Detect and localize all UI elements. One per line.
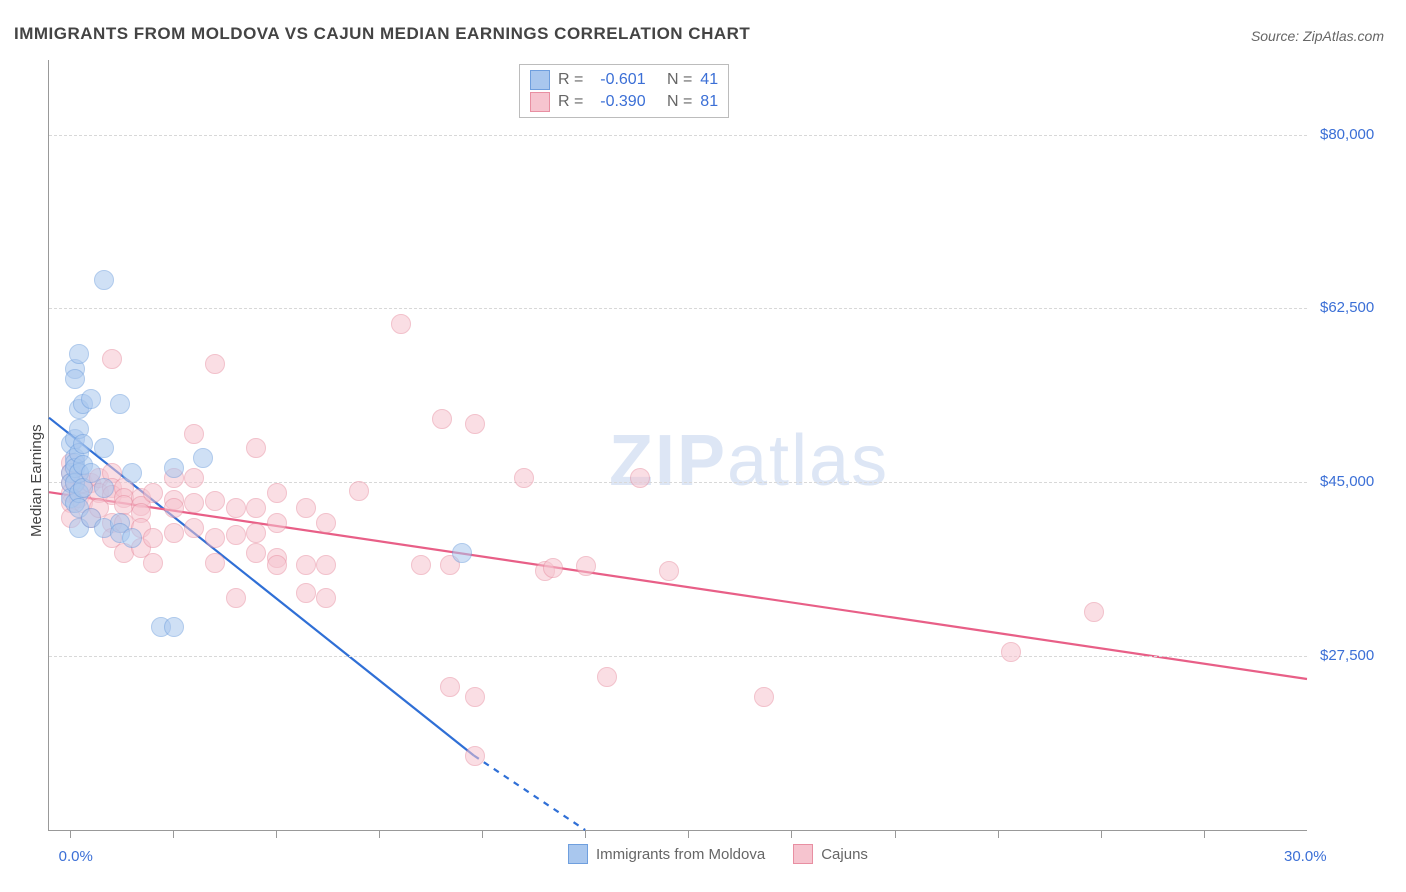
y-axis-label: Median Earnings [28,425,45,538]
x-tick [173,830,174,838]
moldova-point [94,478,114,498]
gridline [49,656,1307,657]
moldova-point [164,617,184,637]
x-tick [70,830,71,838]
cajun-point [465,687,485,707]
cajun-point [164,498,184,518]
cajun-point [226,525,246,545]
gridline [49,308,1307,309]
cajun-point [391,314,411,334]
cajun-point [226,498,246,518]
x-tick [895,830,896,838]
series-legend: Immigrants from Moldova Cajuns [568,844,868,864]
x-tick [688,830,689,838]
cajun-point [143,553,163,573]
cajun-point [316,555,336,575]
moldova-point [110,394,130,414]
cajun-point [226,588,246,608]
cajun-point [267,483,287,503]
cajun-point [465,414,485,434]
cajun-point [296,498,316,518]
x-min-label: 0.0% [59,848,93,865]
moldova-point [69,344,89,364]
cajun-point [754,687,774,707]
trend-lines [49,60,1307,830]
x-tick [276,830,277,838]
cajun-point [597,667,617,687]
cajun-point [630,468,650,488]
chart-plot-area: ZIPatlas R = -0.601 N = 41R = -0.390 N =… [48,60,1307,831]
cajun-point [205,553,225,573]
cajun-point [267,555,287,575]
cajun-point [1084,602,1104,622]
cajun-point [184,424,204,444]
cajun-point [440,677,460,697]
cajun-point [543,558,563,578]
cajun-point [102,349,122,369]
cajun-point [267,513,287,533]
moldova-point [94,438,114,458]
cajun-point [296,583,316,603]
cajun-point [296,555,316,575]
x-tick [585,830,586,838]
cajun-point [205,528,225,548]
cajun-point [411,555,431,575]
cajun-point [205,491,225,511]
x-tick [791,830,792,838]
source-credit: Source: ZipAtlas.com [1251,28,1384,44]
moldova-point [65,369,85,389]
legend-item-cajuns: Cajuns [793,844,868,864]
moldova-point [81,389,101,409]
cajun-point [316,588,336,608]
cajun-point [432,409,452,429]
moldova-point [164,458,184,478]
x-tick [482,830,483,838]
x-tick [379,830,380,838]
moldova-point [193,448,213,468]
y-tick-label: $80,000 [1320,126,1374,143]
x-tick [998,830,999,838]
x-max-label: 30.0% [1284,848,1327,865]
x-tick [1101,830,1102,838]
legend-item-moldova: Immigrants from Moldova [568,844,765,864]
cajun-point [246,543,266,563]
x-tick [1204,830,1205,838]
y-tick-label: $27,500 [1320,647,1374,664]
cajun-point [143,528,163,548]
gridline [49,482,1307,483]
y-tick-label: $45,000 [1320,473,1374,490]
cajun-point [659,561,679,581]
cajun-point [576,556,596,576]
y-tick-label: $62,500 [1320,299,1374,316]
cajun-point [205,354,225,374]
moldova-point [73,434,93,454]
correlation-legend: R = -0.601 N = 41R = -0.390 N = 81 [519,64,729,118]
chart-title: IMMIGRANTS FROM MOLDOVA VS CAJUN MEDIAN … [14,24,750,44]
cajun-point [164,523,184,543]
moldova-point [94,270,114,290]
gridline [49,135,1307,136]
